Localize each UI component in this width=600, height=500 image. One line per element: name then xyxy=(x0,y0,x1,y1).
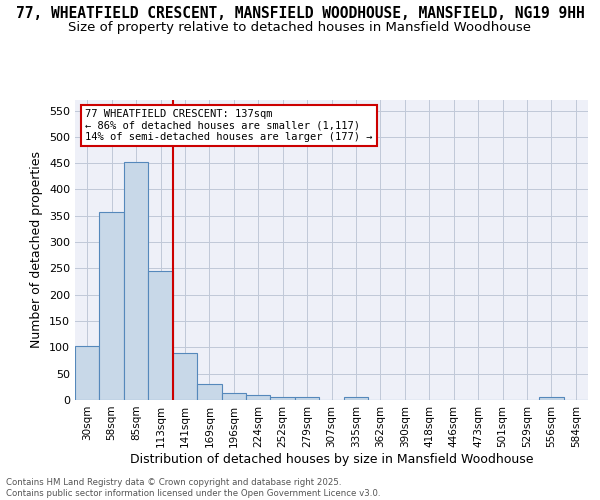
Bar xyxy=(100,212,124,400)
Bar xyxy=(271,398,295,400)
Bar xyxy=(75,346,100,400)
Bar xyxy=(124,162,148,400)
Text: Contains HM Land Registry data © Crown copyright and database right 2025.
Contai: Contains HM Land Registry data © Crown c… xyxy=(6,478,380,498)
X-axis label: Distribution of detached houses by size in Mansfield Woodhouse: Distribution of detached houses by size … xyxy=(130,452,533,466)
Text: Size of property relative to detached houses in Mansfield Woodhouse: Size of property relative to detached ho… xyxy=(68,21,532,34)
Bar xyxy=(173,353,197,400)
Bar xyxy=(539,398,563,400)
Bar xyxy=(295,398,319,400)
Bar xyxy=(221,393,246,400)
Bar xyxy=(246,396,271,400)
Y-axis label: Number of detached properties: Number of detached properties xyxy=(31,152,43,348)
Text: 77 WHEATFIELD CRESCENT: 137sqm
← 86% of detached houses are smaller (1,117)
14% : 77 WHEATFIELD CRESCENT: 137sqm ← 86% of … xyxy=(85,109,373,142)
Bar xyxy=(344,398,368,400)
Text: 77, WHEATFIELD CRESCENT, MANSFIELD WOODHOUSE, MANSFIELD, NG19 9HH: 77, WHEATFIELD CRESCENT, MANSFIELD WOODH… xyxy=(16,6,584,21)
Bar xyxy=(148,270,173,400)
Bar xyxy=(197,384,221,400)
